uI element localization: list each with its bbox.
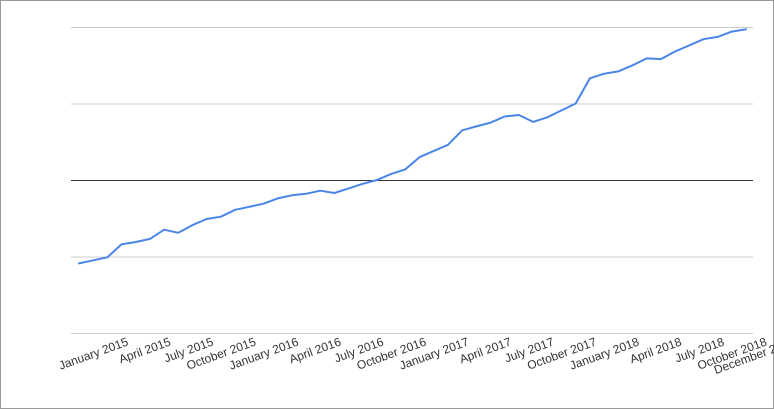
series-line xyxy=(78,28,747,265)
